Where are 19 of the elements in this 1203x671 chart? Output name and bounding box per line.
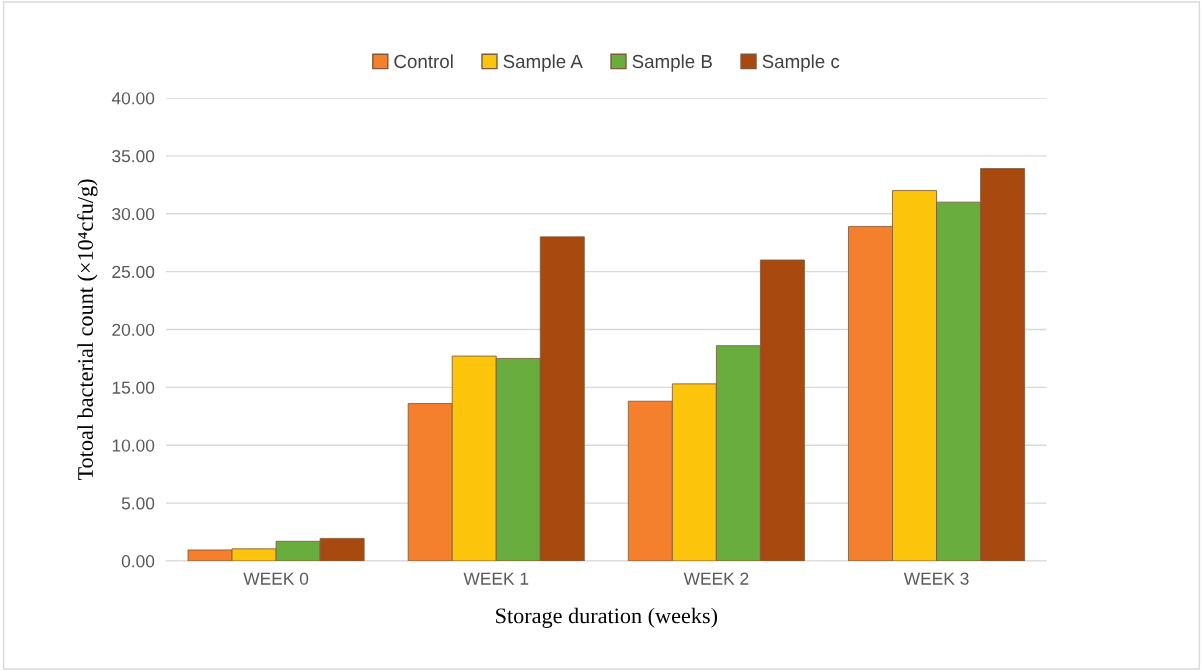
- x-tick-label: WEEK 1: [463, 572, 529, 585]
- x-tick-label: WEEK 2: [683, 572, 749, 585]
- x-tick-label: WEEK 0: [243, 572, 309, 585]
- y-tick-label: 15.00: [112, 381, 155, 394]
- legend-label: Sample c: [762, 54, 840, 72]
- y-tick-label: 10.00: [112, 439, 155, 452]
- y-tick-label: 30.00: [112, 207, 155, 221]
- y-tick-label: 0.00: [121, 555, 155, 568]
- legend-label: Sample B: [632, 54, 712, 72]
- y-tick-label: 25.00: [112, 265, 155, 279]
- y-tick-label: 20.00: [112, 323, 155, 336]
- y-tick-label: 40.00: [111, 92, 155, 105]
- y-tick-label: 5.00: [121, 497, 155, 510]
- x-axis-title: Storage duration (weeks): [496, 607, 718, 628]
- x-tick-label: WEEK 3: [903, 572, 969, 585]
- y-tick-label: 35.00: [112, 150, 155, 163]
- y-axis-title: Totoal bacterial count (×10⁴cfu/g): [77, 179, 98, 481]
- legend-label: Control: [394, 54, 453, 69]
- legend-label: Sample A: [503, 54, 583, 72]
